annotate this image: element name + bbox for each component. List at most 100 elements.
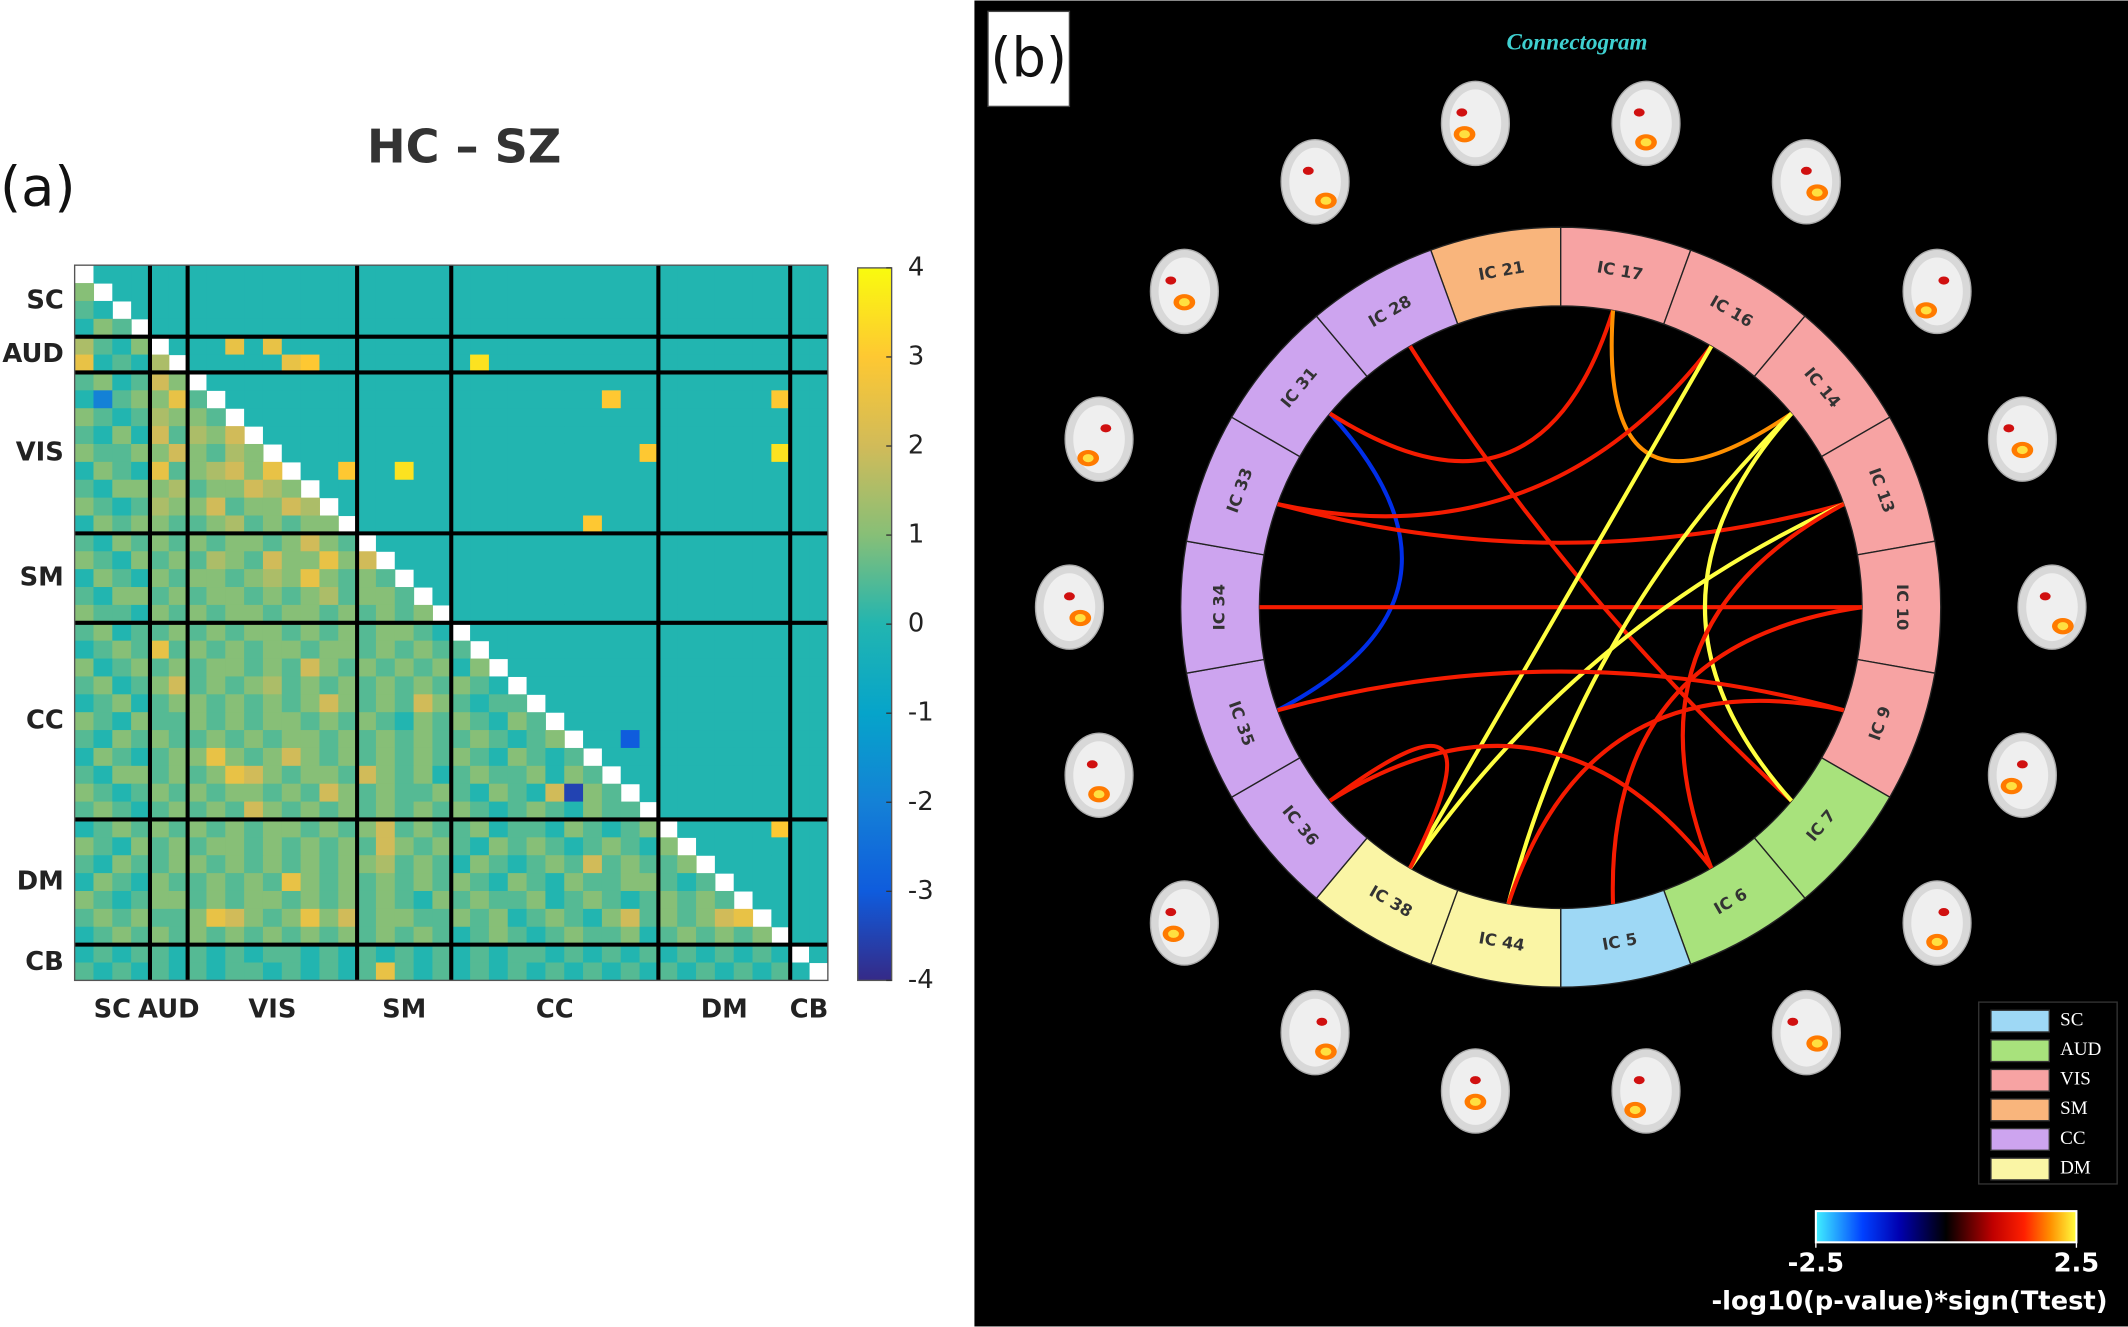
cell xyxy=(74,604,95,624)
cell xyxy=(658,747,678,767)
cell xyxy=(470,354,490,374)
cell xyxy=(790,712,810,731)
cell xyxy=(375,515,396,534)
cell xyxy=(357,926,377,946)
cell xyxy=(601,354,622,374)
cell xyxy=(526,408,546,427)
cell xyxy=(639,747,659,767)
cell xyxy=(470,443,490,463)
cell xyxy=(809,300,829,320)
cell xyxy=(790,837,810,856)
cell xyxy=(714,443,735,463)
cell xyxy=(733,658,754,677)
colorbar-tick-label: 4 xyxy=(908,252,924,282)
cell xyxy=(809,873,829,892)
cell xyxy=(394,300,415,320)
cell xyxy=(206,712,226,731)
cell xyxy=(809,372,829,391)
cell xyxy=(526,730,546,749)
cell xyxy=(74,587,95,606)
cell xyxy=(564,426,584,445)
cell xyxy=(432,336,452,356)
cell xyxy=(168,569,189,588)
cell xyxy=(357,551,377,570)
cell xyxy=(526,336,546,356)
cell xyxy=(620,908,641,928)
cell xyxy=(149,533,170,552)
cell xyxy=(112,515,132,534)
cell xyxy=(488,497,509,517)
cell xyxy=(507,819,528,838)
cell xyxy=(809,694,829,713)
cell xyxy=(244,336,264,356)
cell xyxy=(601,855,622,874)
cell xyxy=(507,604,528,624)
cell xyxy=(583,783,603,803)
cell xyxy=(131,461,151,481)
cell xyxy=(225,640,245,660)
cell xyxy=(74,730,95,749)
legend-swatch xyxy=(1990,1068,2050,1092)
cell xyxy=(601,587,622,606)
cell xyxy=(112,658,132,677)
cell xyxy=(319,926,339,946)
cell xyxy=(583,873,603,892)
cell xyxy=(319,479,339,499)
cell xyxy=(244,694,264,713)
brain-thumbnail xyxy=(1064,396,1134,482)
cell xyxy=(658,944,678,964)
cell xyxy=(375,747,396,767)
cell xyxy=(620,318,641,338)
cell xyxy=(658,443,678,463)
cell xyxy=(225,712,245,731)
cell xyxy=(375,765,396,785)
cell xyxy=(413,640,433,660)
cell xyxy=(451,873,471,892)
cell xyxy=(658,551,678,570)
cell xyxy=(809,676,829,695)
cell xyxy=(375,837,396,856)
cell xyxy=(451,426,471,445)
x-tick-label: AUD xyxy=(138,995,199,1025)
cell xyxy=(771,587,791,606)
cell xyxy=(394,873,415,892)
cell xyxy=(375,265,396,284)
cell xyxy=(451,318,471,338)
cell xyxy=(262,855,283,874)
cell xyxy=(545,479,565,499)
cell xyxy=(187,658,207,677)
cell xyxy=(790,551,810,570)
cell xyxy=(244,479,264,499)
cell xyxy=(131,944,151,964)
cell xyxy=(93,372,113,391)
cell xyxy=(112,730,132,749)
cell xyxy=(168,819,189,838)
cell xyxy=(206,443,226,463)
cell xyxy=(300,944,320,964)
cell xyxy=(507,837,528,856)
brain-blob xyxy=(1086,760,1098,769)
cell xyxy=(545,300,565,320)
brain-inner xyxy=(1620,89,1672,158)
cell xyxy=(206,497,226,517)
cell xyxy=(357,283,377,302)
cell xyxy=(526,461,546,481)
cell xyxy=(714,479,735,499)
cell xyxy=(752,622,772,642)
cell xyxy=(601,300,622,320)
cell xyxy=(244,622,264,642)
cell xyxy=(733,390,754,409)
brain-blob xyxy=(1082,454,1094,463)
cell xyxy=(639,372,659,391)
cell xyxy=(545,443,565,463)
cell xyxy=(733,944,754,964)
cell xyxy=(319,461,339,481)
cell xyxy=(357,300,377,320)
cell xyxy=(545,533,565,552)
cell xyxy=(244,819,264,838)
cell xyxy=(244,265,264,284)
cell xyxy=(432,372,452,391)
cell xyxy=(583,819,603,838)
cell xyxy=(413,944,433,964)
cell xyxy=(281,694,302,713)
